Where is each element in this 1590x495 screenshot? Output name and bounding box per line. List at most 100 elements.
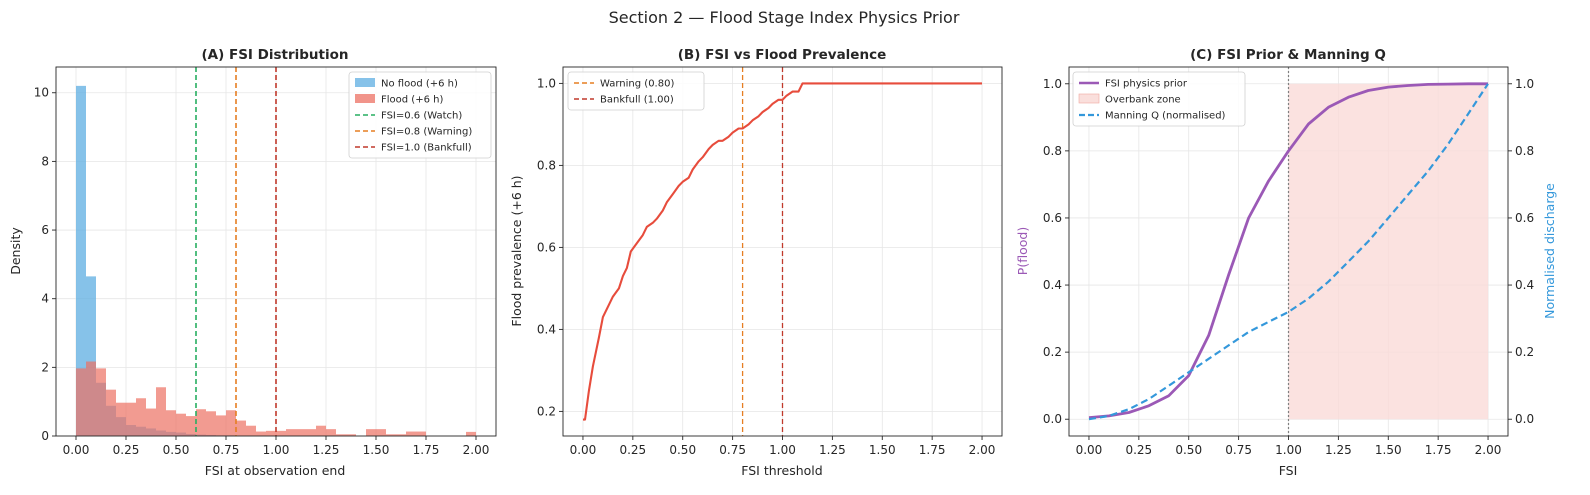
histogram-bar — [206, 411, 216, 436]
panel-a-histogram: (A) FSI Distribution FSI at observation … — [8, 47, 497, 478]
histogram-bar — [216, 415, 226, 436]
histogram-bar — [246, 425, 256, 436]
panel-a-xtick-label: 1.50 — [363, 443, 390, 457]
panel-c-ytick-label: 0.0 — [1043, 412, 1062, 426]
histogram-bar — [316, 425, 326, 436]
panel-c-xtick-label: 2.00 — [1475, 443, 1502, 457]
panel-b-ytick-label: 0.8 — [537, 158, 556, 172]
panel-c-axes-frame — [1068, 66, 1509, 437]
panel-b-ylabel: Flood prevalence (+6 h) — [509, 175, 524, 326]
manning-q-line — [1088, 83, 1489, 421]
panel-a-ytick-label: 0 — [41, 429, 49, 443]
histogram-bar — [236, 420, 246, 436]
panel-c-ytick-label: 0.8 — [1043, 144, 1062, 158]
panel-a-axes-frame — [55, 66, 497, 437]
panel-c-xtick-label: 1.25 — [1325, 443, 1352, 457]
panel-c-xtick-label: 1.00 — [1275, 443, 1302, 457]
panel-c-xtick-label: 0.00 — [1076, 443, 1103, 457]
panel-c-y2tick-label: 0.0 — [1515, 412, 1534, 426]
histogram-bar — [306, 429, 316, 436]
histogram-bar — [106, 389, 116, 436]
panel-b-line-chart: (B) FSI vs Flood Prevalence FSI threshol… — [509, 47, 1003, 478]
histogram-bar — [326, 429, 336, 436]
histogram-bar — [116, 402, 126, 436]
overbank-zone — [1288, 83, 1489, 420]
panel-b-xlabel: FSI threshold — [741, 463, 822, 478]
panel-a-xtick-label: 0.00 — [63, 443, 90, 457]
panel-c-ytick-label: 1.0 — [1043, 77, 1062, 91]
panel-b-xtick-label: 1.75 — [919, 443, 946, 457]
panel-c-y2tick-label: 0.2 — [1515, 345, 1534, 359]
panel-b-ytick-label: 1.0 — [537, 76, 556, 90]
panel-a-legend-label: Flood (+6 h) — [381, 95, 443, 106]
panel-a-legend-label: No flood (+6 h) — [381, 79, 458, 90]
histogram-bar — [366, 429, 376, 436]
panel-a-ytick-label: 6 — [41, 223, 49, 237]
panel-b-ytick-label: 0.6 — [537, 240, 556, 254]
histogram-bar — [166, 410, 176, 436]
panel-a-ylabel: Density — [8, 227, 23, 275]
histogram-bar — [286, 429, 296, 436]
histogram-bar — [186, 416, 196, 436]
panel-a-ytick-label: 8 — [41, 154, 49, 168]
panel-b-xtick-label: 0.75 — [719, 443, 746, 457]
histogram-bar — [336, 434, 346, 436]
panel-a-xtick-label: 1.00 — [263, 443, 290, 457]
histogram-bar — [86, 361, 96, 436]
panel-a-legend-label: FSI=0.8 (Warning) — [381, 127, 472, 138]
histogram-bar — [376, 429, 386, 436]
panel-a-xtick-label: 0.25 — [113, 443, 140, 457]
panel-c-xtick-label: 0.25 — [1125, 443, 1152, 457]
panel-a-legend-swatch — [355, 94, 375, 103]
panel-c-dual-axis-chart: (C) FSI Prior & Manning Q FSI P(flood) N… — [1015, 47, 1557, 478]
panel-b-xtick-label: 1.50 — [869, 443, 896, 457]
panel-b-xtick-label: 0.25 — [619, 443, 646, 457]
panel-b-xtick-label: 0.50 — [669, 443, 696, 457]
panel-c-xtick-label: 1.75 — [1425, 443, 1452, 457]
histogram-bar — [76, 85, 86, 437]
panel-c-legend-box — [1072, 71, 1246, 127]
histogram-bar — [156, 387, 166, 436]
prevalence-line — [583, 82, 982, 421]
panel-a-legend-box — [348, 71, 492, 159]
panel-b-legend-box — [567, 71, 705, 111]
histogram-bar — [406, 431, 416, 436]
histogram-bar — [196, 409, 206, 436]
panel-c-legend-label: Manning Q (normalised) — [1105, 111, 1226, 122]
panel-a-xtick-label: 1.25 — [313, 443, 340, 457]
histogram-bar — [176, 413, 186, 436]
panel-c-y2tick-label: 1.0 — [1515, 77, 1534, 91]
panel-c-legend-label: FSI physics prior — [1105, 79, 1188, 90]
panel-c-xtick-label: 1.50 — [1375, 443, 1402, 457]
histogram-bar — [296, 429, 306, 436]
histogram-bar — [86, 276, 96, 436]
panel-c-legend-label: Overbank zone — [1105, 95, 1181, 106]
panel-a-ytick-label: 10 — [34, 86, 49, 100]
panel-b-xtick-label: 2.00 — [969, 443, 996, 457]
histogram-bar — [136, 398, 146, 436]
panel-a-xtick-label: 0.50 — [163, 443, 190, 457]
panel-c-legend-swatch — [1078, 93, 1100, 104]
histogram-bar — [266, 430, 276, 436]
panel-c-ylabel: P(flood) — [1015, 227, 1030, 275]
fsi-prior-line — [1088, 82, 1488, 419]
histogram-bar — [386, 434, 396, 436]
histogram-bar — [396, 434, 406, 436]
panel-c-y2tick-label: 0.8 — [1515, 144, 1534, 158]
panel-c-ytick-label: 0.2 — [1043, 345, 1062, 359]
panel-b-legend-label: Warning (0.80) — [600, 79, 674, 90]
histogram-bar — [416, 431, 426, 436]
panel-c-y2tick-label: 0.4 — [1515, 278, 1534, 292]
panel-a-legend-swatch — [355, 78, 375, 87]
panel-a-legend-label: FSI=1.0 (Bankfull) — [381, 143, 472, 154]
panel-a-xtick-label: 0.75 — [213, 443, 240, 457]
panel-a-xtick-label: 1.75 — [413, 443, 440, 457]
panel-b-ytick-label: 0.2 — [537, 404, 556, 418]
panel-a-bars — [76, 85, 476, 437]
histogram-bar — [466, 431, 476, 436]
panel-c-y2tick-label: 0.6 — [1515, 211, 1534, 225]
histogram-bar — [126, 402, 136, 436]
panel-c-xtick-label: 0.75 — [1225, 443, 1252, 457]
histogram-bar — [146, 408, 156, 436]
